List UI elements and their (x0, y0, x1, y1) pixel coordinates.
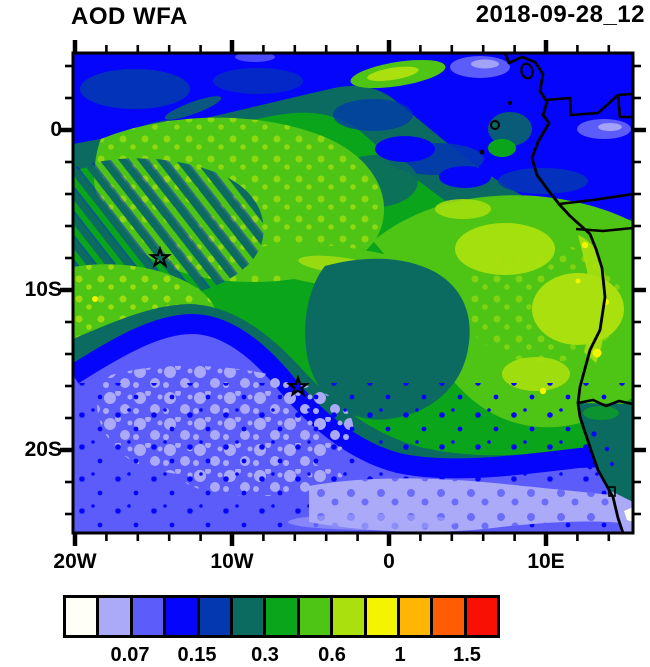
country-border (616, 94, 633, 119)
colorbar-cell (263, 598, 297, 635)
lon-label-10w: 10W (210, 550, 254, 573)
island-bioko (520, 62, 534, 80)
island-principe (490, 120, 500, 130)
colorbar-cell (163, 598, 197, 635)
lat-label-0: 0 (50, 118, 62, 141)
colorbar-cell (229, 598, 264, 635)
datetime-label: 2018-09-28_12 (475, 1, 645, 28)
colorbar-label: 1 (394, 644, 406, 666)
lon-label-0: 0 (383, 550, 395, 573)
lat-label-20s: 20S (24, 438, 62, 461)
stripe-interference-zone (73, 158, 264, 298)
lon-label-10e: 10E (527, 550, 565, 573)
colorbar-label: 0.3 (251, 644, 279, 666)
page-title: AOD WFA (71, 3, 188, 30)
colorbar-label: 0.6 (318, 644, 346, 666)
colorbar-cell (463, 598, 498, 635)
colorbar (63, 595, 500, 638)
colorbar-cell (129, 598, 164, 635)
lat-label-10s: 10S (24, 278, 62, 301)
star-marker (148, 245, 172, 269)
colorbar-cell (296, 598, 331, 635)
country-border (558, 192, 633, 206)
colorbar-cell (330, 598, 364, 635)
country-border (545, 92, 633, 117)
country-border (575, 226, 633, 233)
colorbar-cell (396, 598, 431, 635)
colorbar-cell (430, 598, 464, 635)
colorbar-cell (196, 598, 230, 635)
coast-mark (608, 486, 616, 497)
country-border (577, 398, 633, 408)
colorbar-cell (363, 598, 397, 635)
colorbar-label: 0.15 (177, 644, 217, 666)
island-sao-tome (479, 149, 485, 155)
map-canvas (73, 53, 633, 533)
colorbar-label: 1.5 (453, 644, 481, 666)
coastline (503, 53, 625, 533)
colorbar-cell (96, 598, 130, 635)
bright-lens (350, 59, 446, 89)
lon-label-20w: 20W (53, 550, 97, 573)
island-dot (508, 101, 512, 105)
colorbar-label: 0.07 (110, 644, 150, 666)
star-marker (286, 374, 310, 398)
colorbar-cell (66, 598, 97, 635)
map-frame (71, 51, 635, 535)
